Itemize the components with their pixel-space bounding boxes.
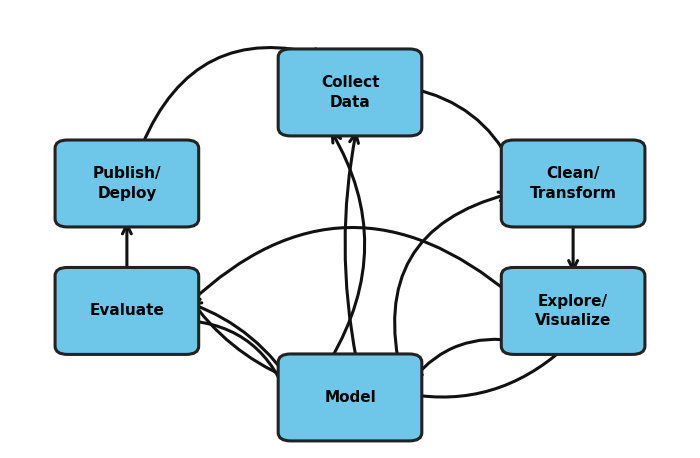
Text: Clean/
Transform: Clean/ Transform [530,166,617,201]
FancyBboxPatch shape [501,267,645,354]
FancyBboxPatch shape [55,140,199,227]
Text: Publish/
Deploy: Publish/ Deploy [92,166,161,201]
FancyBboxPatch shape [278,49,422,136]
Text: Model: Model [324,390,376,405]
FancyBboxPatch shape [55,267,199,354]
Text: Evaluate: Evaluate [90,304,164,318]
FancyBboxPatch shape [278,354,422,441]
Text: Collect
Data: Collect Data [321,75,379,109]
FancyBboxPatch shape [501,140,645,227]
Text: Explore/
Visualize: Explore/ Visualize [535,294,611,328]
